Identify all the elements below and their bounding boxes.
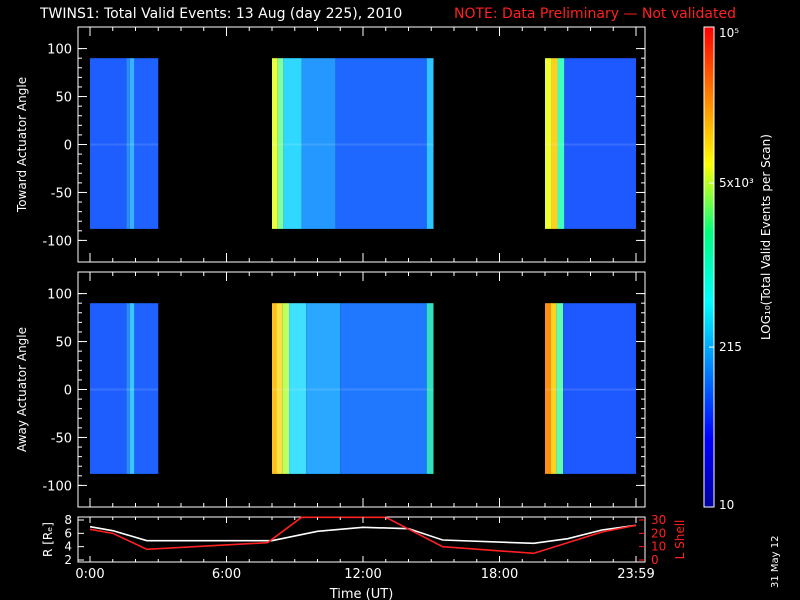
y-tick-label: -50 <box>51 186 72 201</box>
heatmap-panel-1 <box>77 26 646 263</box>
heatmap-stripe <box>90 58 127 229</box>
heatmap-stripe <box>129 303 135 474</box>
x-tick-label: 18:00 <box>481 567 518 582</box>
y-tick-label: 100 <box>47 288 72 303</box>
zero-angle-band <box>272 143 434 146</box>
y-tick-label: 0 <box>64 384 72 399</box>
y-tick-label: 50 <box>55 91 72 106</box>
heatmap-stripe <box>550 303 557 474</box>
radius-line <box>89 524 637 545</box>
heatmap-stripe <box>272 58 278 229</box>
y2-tick-label: 20 <box>651 526 666 540</box>
colorbar-tick-label: 215 <box>719 340 742 354</box>
heatmap-stripe <box>556 303 564 474</box>
x-tick-label: 0:00 <box>75 567 104 582</box>
zero-angle-band <box>545 143 636 146</box>
x-tick-label: 12:00 <box>344 567 381 582</box>
y-tick-label: -100 <box>42 479 72 494</box>
y-tick-label: -50 <box>51 431 72 446</box>
colorbar-tick-label: 5x10³ <box>719 176 754 190</box>
heatmap-stripe <box>90 303 127 474</box>
heatmap-stripe <box>340 303 427 474</box>
x-tick-label: 6:00 <box>212 567 241 582</box>
heatmap-stripe <box>129 58 135 229</box>
radius-axis-label: R [Rₑ] <box>41 522 55 557</box>
y2-tick-label: 0 <box>651 553 659 567</box>
heatmap-stripe <box>126 303 130 474</box>
heatmap-panel-2 <box>77 271 646 508</box>
y2-tick-label: 10 <box>651 540 666 554</box>
y-tick-label: 6 <box>64 526 72 540</box>
preliminary-note: NOTE: Data Preliminary — Not validated <box>454 6 736 22</box>
lshell-line <box>89 516 637 555</box>
colorbar-title: LOG₁₀(Total Valid Events per Scan) <box>759 134 773 340</box>
colorbar <box>703 26 715 508</box>
heatmap-stripe <box>335 58 427 229</box>
heatmap-stripe <box>126 58 130 229</box>
colorbar-tick-label: 10⁵ <box>719 26 739 40</box>
heatmap-stripe <box>545 58 552 229</box>
heatmap-stripe <box>134 303 159 474</box>
zero-angle-band <box>545 388 636 391</box>
y-tick-label: 0 <box>64 139 72 154</box>
heatmap-stripe <box>134 58 159 229</box>
y-tick-label: 100 <box>47 43 72 58</box>
lshell-axis-label: L Shell <box>673 520 687 560</box>
ephemeris-panel <box>77 516 646 563</box>
colorbar-gradient <box>704 27 714 507</box>
colorbar-tick-label: 10 <box>719 498 734 512</box>
heatmap-stripe <box>283 58 302 229</box>
heatmap-stripe <box>272 303 277 474</box>
heatmap-stripe <box>545 303 551 474</box>
heatmap-stripe <box>277 58 284 229</box>
y-axis-label: Toward Actuator Angle <box>15 77 29 213</box>
y-tick-label: 50 <box>55 336 72 351</box>
zero-angle-band <box>90 143 159 146</box>
y-axis-label: Away Actuator Angle <box>15 327 29 452</box>
zero-angle-band <box>272 388 434 391</box>
y-tick-label: 8 <box>64 513 72 527</box>
heatmap-stripe <box>426 58 434 229</box>
heatmap-stripe <box>306 303 341 474</box>
heatmap-stripe <box>564 58 636 229</box>
y-tick-label: -100 <box>42 234 72 249</box>
heatmap-stripe <box>551 58 558 229</box>
plot-title: TWINS1: Total Valid Events: 13 Aug (day … <box>40 6 403 22</box>
heatmap-stripe <box>289 303 307 474</box>
y-tick-label: 2 <box>64 553 72 567</box>
x-axis-label: Time (UT) <box>329 587 394 600</box>
zero-angle-band <box>90 388 159 391</box>
heatmap-stripe <box>282 303 290 474</box>
heatmap-stripe <box>557 58 565 229</box>
y2-tick-label: 30 <box>651 513 666 527</box>
x-tick-label: 23:59 <box>617 567 654 582</box>
y-tick-label: 4 <box>64 540 72 554</box>
heatmap-stripe <box>276 303 283 474</box>
heatmap-stripe <box>426 303 434 474</box>
heatmap-stripe <box>563 303 636 474</box>
heatmap-stripe <box>301 58 336 229</box>
